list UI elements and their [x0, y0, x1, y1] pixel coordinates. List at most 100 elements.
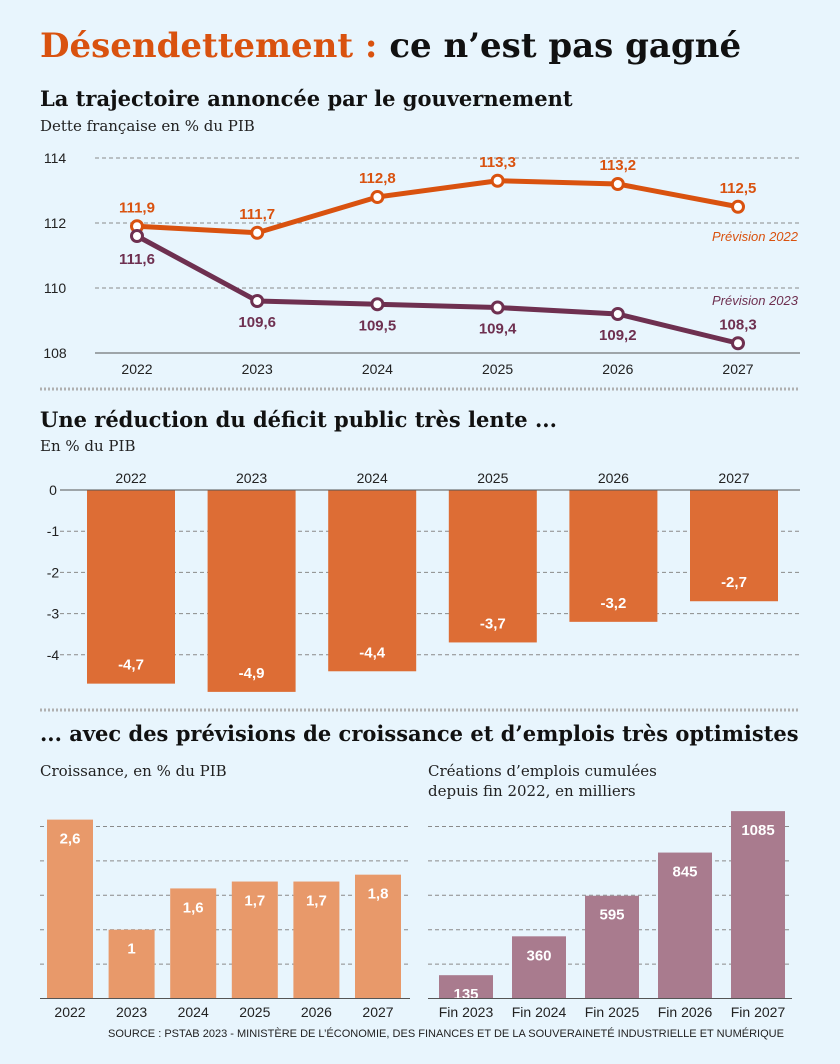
data-point [370, 190, 385, 204]
y-tick-label: -1 [47, 523, 60, 539]
data-label: 1,8 [368, 886, 389, 903]
bar [47, 819, 93, 999]
legend-label: Prévision 2022 [712, 229, 799, 244]
x-tick-label: 2025 [482, 361, 513, 377]
x-tick-label: 2027 [362, 1004, 393, 1020]
section3-title: ... avec des prévisions de croissance et… [40, 721, 799, 746]
bar [658, 852, 712, 999]
y-tick-label: 112 [44, 215, 67, 231]
data-label: -4,9 [239, 665, 265, 682]
data-label: 845 [672, 864, 697, 881]
y-tick-label: 114 [44, 150, 67, 166]
data-label: 109,2 [599, 327, 637, 344]
series-line [136, 178, 739, 236]
bar [448, 490, 537, 643]
x-tick-label: 2026 [598, 470, 629, 486]
x-tick-label: 2027 [718, 470, 749, 486]
data-label: 109,6 [238, 314, 276, 331]
debt-line-chart: 108 110 112 114 2022 2023 2024 2025 2026 2027 111,… [43, 150, 800, 377]
data-label: -3,2 [600, 595, 626, 612]
data-label: 1,7 [306, 893, 327, 910]
growth-bar-chart: 2,6 2022 1 2023 1,6 2024 1,7 2025 1,7 2026 1,8 2027 [40, 819, 410, 1020]
data-label: -2,7 [721, 574, 747, 591]
bar [512, 936, 566, 999]
growth-chart-subtitle: Croissance, en % du PIB [40, 762, 227, 780]
x-tick-label: Fin 2025 [585, 1004, 640, 1020]
x-tick-label: 2023 [116, 1004, 147, 1020]
data-label: 595 [599, 907, 624, 924]
x-tick-label: 2024 [178, 1004, 209, 1020]
bar [569, 490, 658, 622]
bar [231, 881, 278, 999]
data-label: 111,6 [119, 251, 155, 268]
source-note: SOURCE : PSTAB 2023 - MINISTÈRE DE L’ÉCO… [108, 1027, 784, 1040]
y-tick-label: -3 [47, 606, 60, 622]
data-point [731, 199, 745, 214]
legend-label: Prévision 2023 [712, 293, 799, 308]
bar [690, 490, 778, 602]
data-label: -3,7 [480, 615, 506, 632]
deficit-bar-chart: 0 -1 -2 -3 -4 -4,7 2022 -4,9 2023 -4,4 2024 -3,7 202… [47, 470, 800, 692]
x-tick-label: Fin 2027 [731, 1004, 786, 1020]
data-label: 112,8 [359, 170, 396, 187]
x-tick-label: 2026 [602, 361, 633, 377]
bar [108, 929, 155, 999]
bar [731, 811, 785, 999]
x-tick-label: 2024 [357, 470, 388, 486]
bar [439, 975, 493, 999]
y-tick-label: 0 [49, 482, 57, 498]
data-point [130, 229, 144, 243]
jobs-chart-subtitle-1: Créations d’emplois cumulées [428, 762, 657, 780]
data-point [490, 300, 505, 315]
data-label: 1,6 [183, 899, 204, 916]
data-label: 113,2 [599, 157, 636, 174]
y-tick-label: -2 [47, 564, 60, 580]
deficit-chart-subtitle: En % du PIB [40, 437, 135, 455]
bar [355, 874, 401, 999]
x-tick-label: Fin 2023 [439, 1004, 494, 1020]
x-tick-label: 2023 [242, 361, 273, 377]
jobs-chart-subtitle-2: depuis fin 2022, en milliers [428, 782, 636, 800]
x-tick-label: 2022 [54, 1004, 85, 1020]
data-label: 2,6 [60, 831, 81, 848]
bar [207, 490, 296, 692]
x-tick-label: 2024 [362, 361, 393, 377]
main-title: Désendettement : ce n’est pas gagné [40, 26, 741, 66]
data-point [610, 177, 625, 191]
bar [170, 888, 217, 999]
data-label: -4,4 [359, 644, 386, 661]
data-label: -4,7 [118, 657, 144, 674]
data-label: 1085 [741, 822, 774, 839]
data-point [370, 297, 385, 312]
data-label: 108,3 [719, 316, 757, 333]
debt-chart-subtitle: Dette française en % du PIB [40, 117, 255, 135]
data-label: 109,5 [359, 317, 397, 334]
bar [87, 490, 175, 684]
bar [585, 895, 639, 999]
data-point [250, 225, 265, 240]
data-label: 135 [453, 986, 478, 1003]
x-tick-label: 2023 [236, 470, 267, 486]
data-label: 360 [526, 947, 551, 964]
y-tick-label: -4 [47, 647, 60, 663]
debt-chart-title: La trajectoire annoncée par le gouvernem… [40, 86, 573, 111]
x-tick-label: 2025 [239, 1004, 270, 1020]
x-tick-label: 2027 [722, 361, 753, 377]
data-label: 112,5 [720, 180, 757, 197]
x-tick-label: 2022 [121, 361, 152, 377]
data-point [731, 336, 745, 351]
bar [328, 490, 417, 672]
x-tick-label: Fin 2026 [658, 1004, 713, 1020]
data-point [490, 173, 505, 188]
y-tick-label: 110 [44, 280, 67, 296]
y-tick-label: 108 [43, 345, 67, 361]
data-label: 111,7 [239, 206, 275, 223]
data-label: 1 [127, 941, 135, 958]
data-point [610, 307, 625, 321]
x-tick-label: 2026 [301, 1004, 332, 1020]
x-tick-label: 2025 [477, 470, 508, 486]
data-point [250, 294, 265, 308]
data-label: 109,4 [479, 321, 517, 338]
